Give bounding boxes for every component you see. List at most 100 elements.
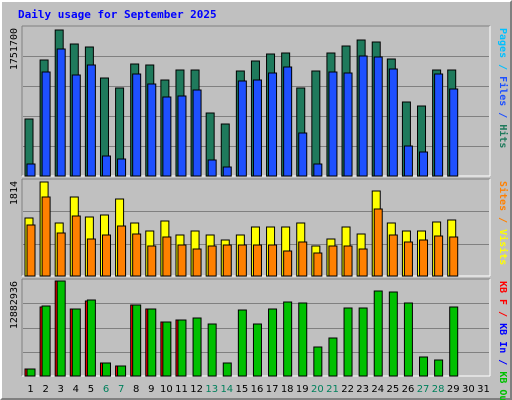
bar-sites: [298, 241, 308, 277]
bar-sites: [71, 215, 81, 277]
day-label: 4: [73, 384, 79, 395]
bar-kb-out: [252, 323, 262, 377]
day-label: 20: [311, 384, 324, 395]
bar-sites: [373, 208, 383, 277]
day-label: 10: [160, 384, 173, 395]
series-legend-label: Pages / Files / Hits: [497, 28, 509, 148]
bar-kb-out: [56, 280, 66, 377]
bar-files: [147, 83, 157, 177]
bar-sites: [449, 236, 459, 277]
bar-kb-out: [403, 302, 413, 377]
bar-files: [71, 74, 81, 177]
series-legend-label: KB F / KB In / KB Out: [497, 281, 508, 400]
bar-sites: [132, 233, 142, 277]
bar-hits: [311, 70, 321, 177]
bar-sites: [147, 245, 157, 277]
bar-sites: [177, 244, 187, 277]
bar-kb-out: [41, 305, 51, 377]
bar-files: [419, 151, 429, 177]
bar-files: [449, 88, 459, 177]
legend-part: KB F: [497, 281, 508, 305]
bar-sites: [403, 241, 413, 277]
bar-sites: [343, 245, 353, 277]
bar-kb-out: [268, 308, 278, 377]
legend-part: Hits: [497, 124, 509, 148]
bar-sites: [56, 232, 66, 277]
bar-kb-out: [343, 307, 353, 377]
bar-sites: [328, 245, 338, 277]
max-value-label: 1751700: [9, 28, 20, 70]
bar-sites: [117, 225, 127, 277]
bar-sites: [252, 244, 262, 277]
bar-sites: [26, 224, 36, 277]
bar-kb-out: [298, 302, 308, 377]
legend-part: Visits: [497, 229, 509, 265]
bar-files: [56, 48, 66, 177]
bar-files: [388, 68, 398, 177]
day-label: 5: [88, 384, 94, 395]
bar-kb-out: [434, 359, 444, 377]
day-label: 7: [118, 384, 124, 395]
bar-files: [268, 72, 278, 177]
day-label: 1: [27, 384, 33, 395]
bar-files: [192, 89, 202, 177]
day-label: 23: [356, 384, 369, 395]
bar-sites: [207, 245, 217, 277]
day-label: 28: [432, 384, 445, 395]
day-label: 2: [42, 384, 48, 395]
bar-files: [86, 64, 96, 177]
bar-kb-out: [283, 301, 293, 377]
bar-files: [313, 163, 323, 177]
bar-files: [373, 56, 383, 177]
bar-kb-out: [162, 321, 172, 377]
bar-sites: [419, 239, 429, 277]
day-label: 14: [220, 384, 233, 395]
bar-sites: [358, 248, 368, 277]
bar-kb-out: [192, 317, 202, 377]
day-label: 29: [447, 384, 460, 395]
bar-kb-out: [328, 337, 338, 377]
bar-files: [252, 79, 262, 177]
bar-sites: [268, 244, 278, 277]
bar-kb-out: [117, 365, 127, 377]
bar-kb-out: [373, 290, 383, 377]
bar-kb-out: [71, 308, 81, 377]
bar-kb-out: [388, 291, 398, 377]
bar-kb-out: [449, 306, 459, 377]
bar-files: [283, 66, 293, 177]
bar-kb-out: [26, 368, 36, 377]
bar-sites: [86, 238, 96, 277]
chart-title: Daily usage for September 2025: [18, 8, 217, 21]
day-label: 11: [175, 384, 188, 395]
bar-kb-out: [147, 308, 157, 377]
day-label: 15: [236, 384, 249, 395]
day-label: 3: [58, 384, 64, 395]
bar-kb-out: [419, 356, 429, 377]
bar-sites: [192, 248, 202, 277]
bar-kb-out: [101, 362, 111, 377]
bar-sites: [222, 244, 232, 277]
bar-sites: [101, 234, 111, 277]
day-label: 17: [266, 384, 279, 395]
legend-part: /: [497, 106, 508, 124]
bar-kb-out: [86, 299, 96, 377]
day-label: 21: [326, 384, 339, 395]
bar-files: [298, 132, 308, 177]
legend-part: Files: [497, 76, 509, 106]
bar-sites: [237, 244, 247, 277]
bar-sites: [434, 235, 444, 277]
legend-part: Sites: [497, 181, 509, 211]
day-label: 24: [371, 384, 384, 395]
bar-files: [343, 72, 353, 177]
bar-files: [177, 95, 187, 177]
bar-sites: [283, 250, 293, 277]
bar-kb-out: [237, 309, 247, 377]
bar-sites: [388, 234, 398, 277]
legend-part: Pages: [497, 28, 508, 58]
bar-sites: [41, 196, 51, 277]
series-legend-label: Sites / Visits: [497, 181, 509, 265]
day-label: 30: [462, 384, 475, 395]
legend-part: /: [497, 353, 508, 371]
day-label: 31: [477, 384, 490, 395]
